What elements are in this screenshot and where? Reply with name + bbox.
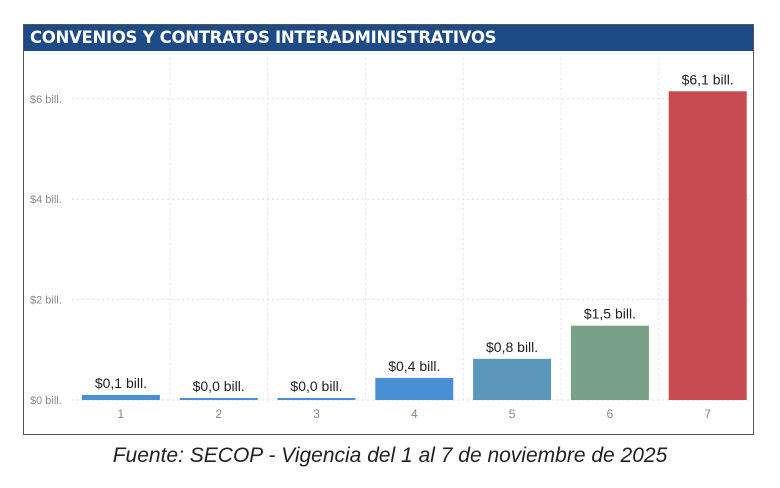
- data-label: $0,4 bill.: [388, 358, 440, 374]
- bar-2[interactable]: [179, 398, 258, 400]
- bar-1[interactable]: [81, 394, 160, 400]
- data-label: $1,5 bill.: [584, 306, 636, 322]
- bar-3[interactable]: [277, 398, 356, 400]
- bar-7[interactable]: [668, 91, 747, 401]
- source-caption: Fuente: SECOP - Vigencia del 1 al 7 de n…: [112, 444, 668, 467]
- bar-4[interactable]: [375, 377, 454, 400]
- x-tick-label: 3: [313, 407, 320, 421]
- x-tick-label: 6: [607, 407, 614, 421]
- data-label: $0,1 bill.: [95, 375, 147, 391]
- data-label: $0,0 bill.: [290, 378, 342, 394]
- x-tick-label: 7: [704, 407, 711, 421]
- bar-6[interactable]: [570, 325, 649, 400]
- y-tick-label: $4 bill.: [30, 194, 62, 206]
- y-tick-label: $0 bill.: [30, 395, 62, 407]
- data-label: $6,1 bill.: [682, 71, 734, 87]
- data-label: $0,8 bill.: [486, 339, 538, 355]
- y-tick-label: $2 bill.: [30, 295, 62, 307]
- y-tick-label: $6 bill.: [30, 94, 62, 106]
- x-tick-label: 4: [411, 407, 418, 421]
- x-tick-label: 5: [509, 407, 516, 421]
- chart-title: CONVENIOS Y CONTRATOS INTERADMINISTRATIV…: [24, 25, 753, 51]
- data-label: $0,0 bill.: [193, 378, 245, 394]
- x-tick-label: 1: [118, 407, 125, 421]
- chart-frame: CONVENIOS Y CONTRATOS INTERADMINISTRATIV…: [23, 24, 754, 435]
- bar-5[interactable]: [473, 358, 552, 400]
- x-tick-label: 2: [215, 407, 222, 421]
